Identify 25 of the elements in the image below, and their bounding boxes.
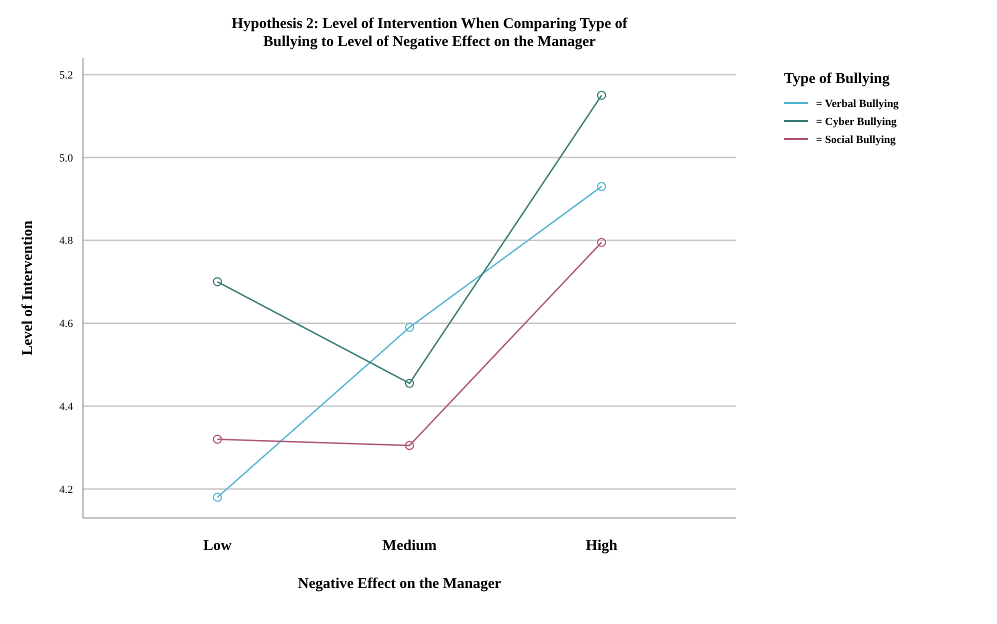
legend-label: = Cyber Bullying xyxy=(816,116,898,128)
y-tick-label: 4.4 xyxy=(59,400,74,413)
y-tick-label: 5.2 xyxy=(59,69,73,82)
point xyxy=(596,238,606,248)
point xyxy=(212,277,222,286)
point xyxy=(404,322,414,332)
x-axis-title: Negative Effect on the Manager xyxy=(298,576,502,592)
y-axis-title: Level of Intervention xyxy=(20,220,36,356)
point xyxy=(596,182,606,192)
point xyxy=(596,90,606,100)
point xyxy=(212,492,222,502)
legend-label: = Social Bullying xyxy=(816,134,896,146)
x-tick-label: Low xyxy=(203,538,232,554)
y-tick-label: 4.2 xyxy=(59,484,73,496)
legend-title: Type of Bullying xyxy=(784,71,890,87)
legend-label: = Verbal Bullying xyxy=(816,98,900,110)
x-tick-label: High xyxy=(586,538,618,554)
point xyxy=(404,440,414,450)
point xyxy=(404,378,414,388)
y-tick-label: 4.8 xyxy=(59,235,74,248)
x-tick-label: Medium xyxy=(382,538,438,554)
y-tick-label: 4.6 xyxy=(59,318,74,330)
point xyxy=(212,434,222,444)
y-tick-label: 5.0 xyxy=(59,152,74,164)
chart-title: Hypothesis 2: Level of Intervention When Comparing Type of Bullying to Level of Negative Effect on the Manager xyxy=(232,16,628,50)
